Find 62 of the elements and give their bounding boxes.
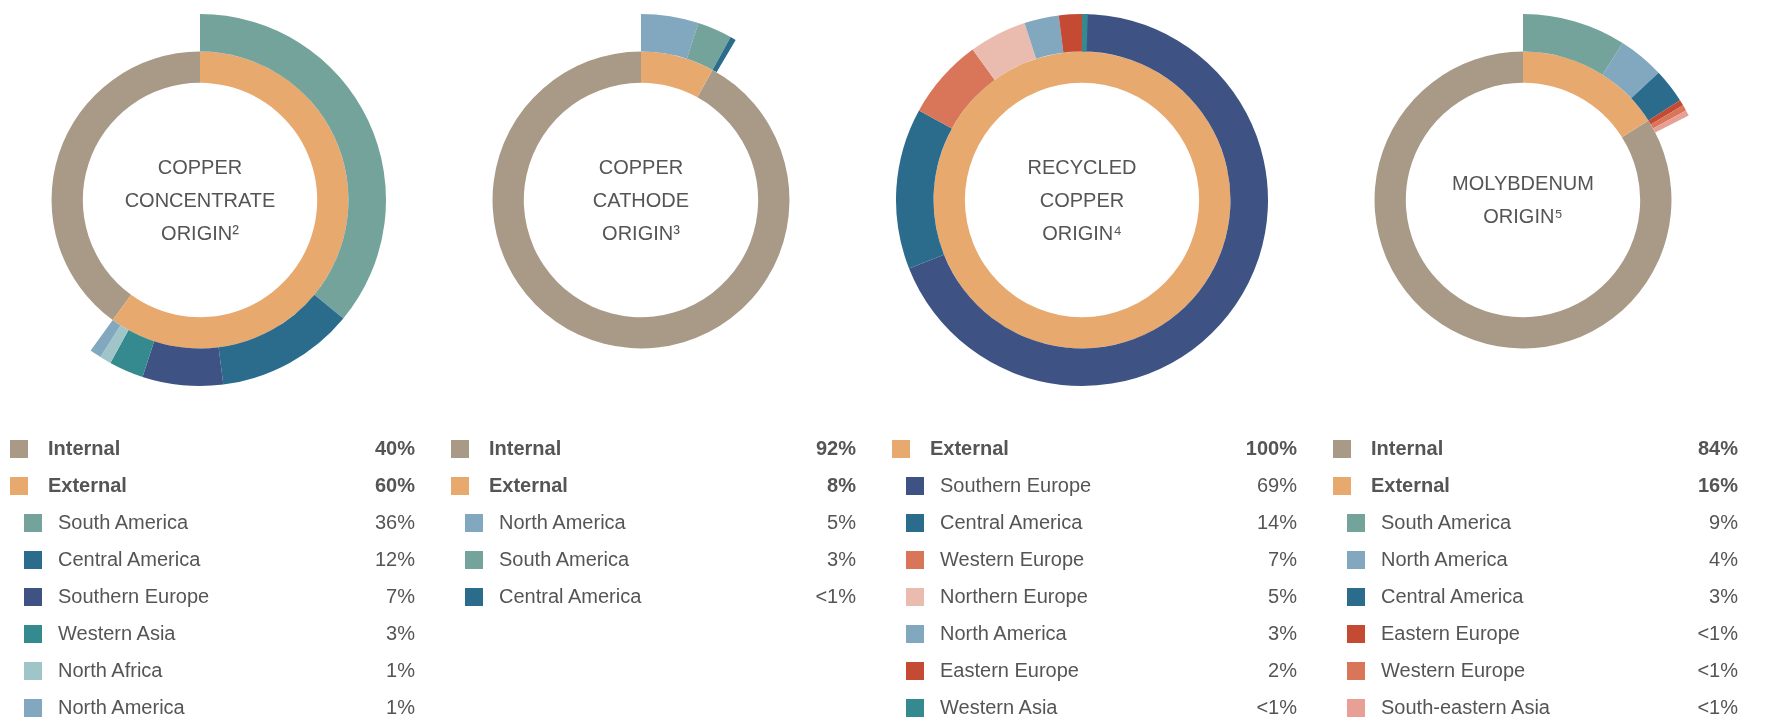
legend-label: Eastern Europe [1381,622,1521,645]
text: MOLYBDENUM ORIGIN⁵ [1452,171,1594,229]
data-label: 1% [385,659,415,682]
data-label: 40% [373,437,415,460]
legend-label: South-eastern Asia [1381,696,1551,719]
legend-label: Central America [499,585,643,608]
legend-label: External [48,474,128,497]
data-label: 16% [1696,474,1738,497]
data-label: 3% [1708,585,1738,608]
legend-label: North America [940,622,1068,645]
legend-label: North America [58,696,186,719]
data-label: 7% [385,585,415,608]
data-label: <1% [1255,696,1297,719]
legend-label: Central America [1381,585,1525,608]
data-label: 92% [814,437,856,460]
data-label: 3% [385,622,415,645]
data-label: 4% [1708,548,1738,571]
legend-label: Western Europe [1381,659,1527,682]
data-label: 9% [1708,511,1738,534]
text: COPPER CATHODE ORIGIN³ [592,154,690,246]
data-label: 60% [373,474,415,497]
legend-label: Central America [940,511,1084,534]
data-label: 12% [373,548,415,571]
data-label: 7% [1267,548,1297,571]
data-label: <1% [1696,659,1738,682]
text: COPPER CONCENTRATE ORIGIN² [124,154,276,246]
data-label: 8% [826,474,856,497]
legend-label: External [1371,474,1451,497]
data-label: 5% [1267,585,1297,608]
legend-label: Internal [1371,437,1445,460]
legend-label: Eastern Europe [940,659,1080,682]
data-label: 5% [826,511,856,534]
legend-label: South America [1381,511,1513,534]
legend-label: Southern Europe [940,474,1093,497]
data-label: 2% [1267,659,1297,682]
legend-label: Western Asia [940,696,1059,719]
legend-label: Southern Europe [58,585,211,608]
legend-label: South America [58,511,190,534]
legend-label: North Africa [58,659,164,682]
data-label: 1% [385,696,415,719]
text: RECYCLED COPPER ORIGIN⁴ [1027,154,1137,246]
legend-label: Northern Europe [940,585,1089,608]
legend-label: Internal [489,437,563,460]
data-label: <1% [1696,622,1738,645]
data-label: 100% [1244,437,1297,460]
legend-label: North America [499,511,627,534]
legend-label: External [489,474,569,497]
data-label: 84% [1696,437,1738,460]
legend-label: External [930,437,1010,460]
legend-label: Internal [48,437,122,460]
legend-label: Central America [58,548,202,571]
data-label: 14% [1255,511,1297,534]
data-label: 3% [1267,622,1297,645]
data-label: <1% [1696,696,1738,719]
legend-label: South America [499,548,631,571]
data-label: 36% [373,511,415,534]
data-label: <1% [814,585,856,608]
data-label: 3% [826,548,856,571]
legend-label: Western Europe [940,548,1086,571]
data-label: 69% [1255,474,1297,497]
legend-label: Western Asia [58,622,177,645]
legend-label: North America [1381,548,1509,571]
